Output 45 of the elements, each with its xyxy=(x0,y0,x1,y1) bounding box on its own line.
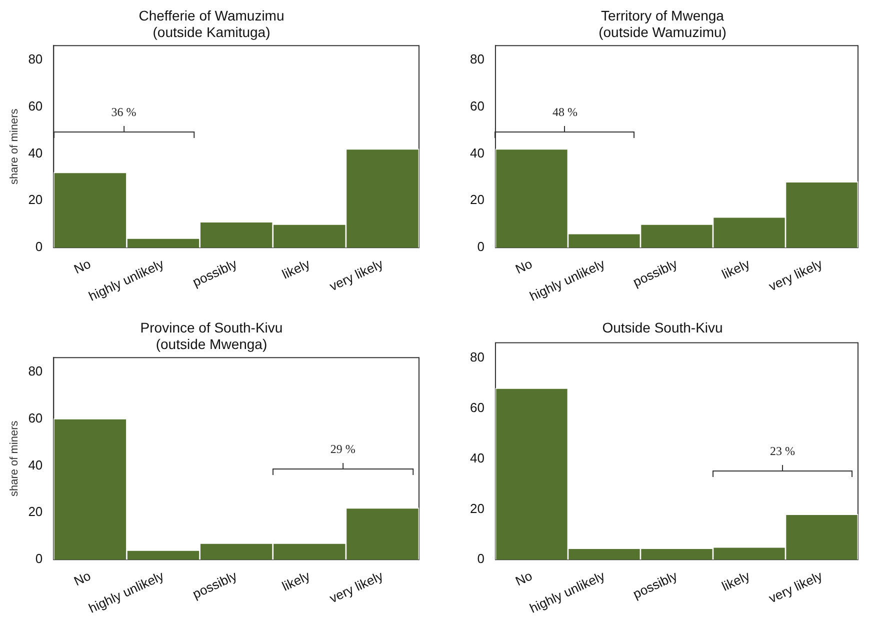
y-axis-title: share of miners xyxy=(8,420,21,497)
chart-subtitle: (outside Wamuzimu) xyxy=(598,24,726,40)
y-tick-label: 20 xyxy=(470,500,484,516)
x-tick-label: likely xyxy=(280,256,313,282)
y-tick-label: 60 xyxy=(470,98,484,114)
chart-title: Territory of Mwenga xyxy=(601,7,724,24)
chart-title: Outside South-Kivu xyxy=(602,319,723,336)
x-tick-label: No xyxy=(513,256,534,277)
y-tick-label: 20 xyxy=(28,192,43,208)
x-tick-label: No xyxy=(72,256,93,277)
x-tick-label: very likely xyxy=(766,568,825,606)
x-tick-label: very likely xyxy=(327,256,386,294)
y-tick-label: 80 xyxy=(470,350,484,365)
y-tick-label: 80 xyxy=(470,51,484,66)
annotation: 29 % xyxy=(330,442,356,457)
y-tick-label: 0 xyxy=(35,239,43,254)
y-tick-label: 20 xyxy=(470,192,484,208)
y-tick-label: 40 xyxy=(470,145,484,160)
annotation: 36 % xyxy=(111,105,136,120)
x-tick-label: likely xyxy=(280,568,313,594)
annotation: 23 % xyxy=(770,444,795,459)
y-tick-label: 60 xyxy=(470,400,484,415)
y-tick-label: 80 xyxy=(28,363,43,378)
y-tick-label: 60 xyxy=(28,410,43,426)
y-tick-label: 0 xyxy=(477,239,484,254)
x-tick-label: No xyxy=(513,568,534,589)
y-axis-title: share of miners xyxy=(8,108,21,185)
x-tick-label: very likely xyxy=(327,568,386,606)
y-tick-label: 0 xyxy=(477,551,484,566)
y-tick-label: 60 xyxy=(28,98,43,114)
y-tick-label: 0 xyxy=(35,551,43,566)
y-tick-label: 40 xyxy=(28,145,43,160)
x-tick-label: likely xyxy=(719,256,752,282)
chart-subtitle: (outside Mwenga) xyxy=(156,336,268,352)
y-tick-label: 40 xyxy=(28,457,43,472)
x-tick-label: No xyxy=(72,568,93,589)
y-tick-label: 40 xyxy=(470,450,484,466)
y-tick-label: 20 xyxy=(28,504,43,520)
chart-title: Province of South-Kivu xyxy=(140,319,283,336)
chart-title: Chefferie of Wamuzimu xyxy=(138,7,284,24)
annotation: 48 % xyxy=(552,105,578,120)
chart-subtitle: (outside Kamituga) xyxy=(152,24,270,40)
x-tick-label: likely xyxy=(719,568,752,594)
y-tick-label: 80 xyxy=(28,51,43,66)
x-tick-label: very likely xyxy=(766,256,825,294)
